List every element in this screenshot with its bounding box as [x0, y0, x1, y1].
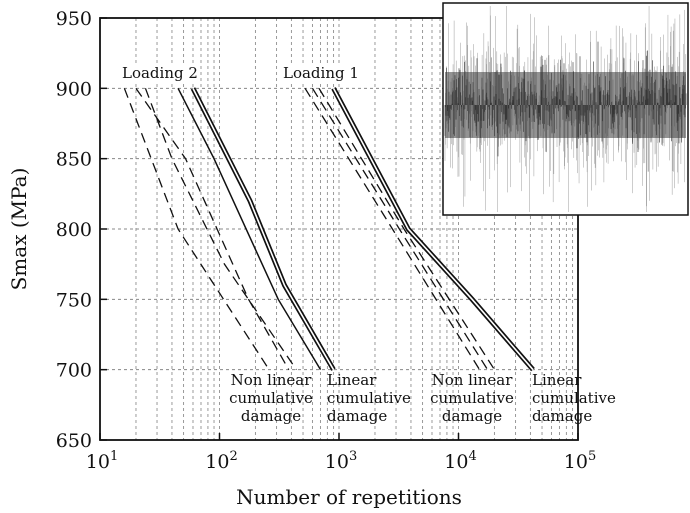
axis-ticks: 650 700 750 800 850 900 950 101 102 103 104 105	[56, 8, 597, 473]
annotation-label: Non linear	[231, 371, 313, 389]
annotation-label: damage	[532, 407, 592, 425]
x-tick-label: 104	[444, 449, 476, 473]
y-tick-label: 750	[56, 289, 92, 311]
annotation-label: Linear	[532, 371, 582, 389]
annotation-label: cumulative	[532, 389, 616, 407]
y-axis-title: Smax (MPa)	[7, 168, 31, 291]
grid	[100, 18, 578, 440]
annotation-label: damage	[327, 407, 387, 425]
y-tick-label: 800	[56, 219, 92, 241]
series-line-dashed	[318, 87, 496, 371]
annotation-backdrop	[120, 63, 199, 82]
annotation-label: Linear	[327, 371, 377, 389]
series-line-inner	[192, 87, 335, 371]
series-line-solid	[177, 87, 322, 371]
annotation-label: damage	[442, 407, 502, 425]
series-line-dashed	[304, 87, 481, 371]
annotation-label: Loading 2	[122, 64, 198, 82]
series-line-dashed	[144, 88, 297, 371]
inset-signal-panel	[442, 2, 689, 216]
y-tick-label: 700	[56, 360, 92, 382]
y-tick-label: 950	[56, 8, 92, 30]
x-tick-label: 102	[205, 449, 237, 473]
series-line-inner	[332, 87, 534, 371]
y-tick-label: 850	[56, 149, 92, 171]
y-tick-label: 650	[56, 430, 92, 452]
series-line-dashed	[311, 87, 489, 371]
x-tick-label: 105	[564, 449, 596, 473]
annotation-backdrop	[281, 63, 360, 82]
annotation-label: Non linear	[432, 371, 514, 389]
series-group	[123, 87, 535, 372]
inset-signal-trace	[444, 6, 687, 212]
series-line-dashed	[135, 87, 290, 370]
inset-signal-band	[445, 72, 686, 138]
annotation-label: Loading 1	[283, 64, 359, 82]
y-tick-label: 900	[56, 78, 92, 100]
annotation-label: cumulative	[430, 389, 514, 407]
series-line-dashed	[123, 88, 270, 371]
x-tick-label: 103	[325, 449, 357, 473]
annotation-label: cumulative	[327, 389, 411, 407]
annotation-label: cumulative	[229, 389, 313, 407]
annotation-label: damage	[241, 407, 301, 425]
x-axis-title: Number of repetitions	[236, 485, 462, 509]
x-tick-label: 101	[86, 449, 118, 473]
